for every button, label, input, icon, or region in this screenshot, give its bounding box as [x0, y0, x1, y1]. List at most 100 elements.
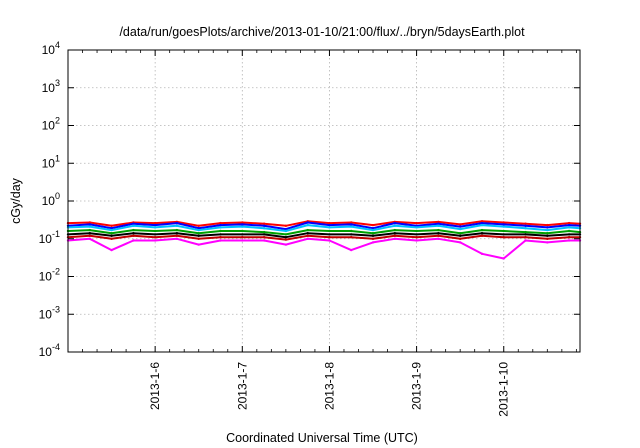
- data-point: [197, 227, 200, 230]
- data-point: [175, 224, 179, 227]
- data-point: [415, 221, 418, 225]
- data-point: [197, 228, 200, 232]
- data-point: [153, 221, 157, 225]
- x-tick-label: 2013-1-7: [235, 362, 249, 410]
- data-point: [524, 239, 527, 242]
- data-point: [437, 232, 440, 235]
- data-point: [480, 221, 484, 225]
- data-point: [437, 228, 440, 232]
- data-point: [241, 223, 244, 226]
- chart-title: /data/run/goesPlots/archive/2013-01-10/2…: [119, 25, 525, 39]
- data-point: [459, 223, 462, 226]
- data-point: [110, 224, 113, 227]
- data-point: [524, 227, 527, 230]
- data-point: [88, 234, 92, 237]
- data-point: [437, 222, 440, 225]
- data-point: [502, 236, 505, 239]
- data-point: [328, 239, 331, 242]
- data-point: [415, 239, 418, 242]
- data-point: [110, 227, 113, 230]
- data-point: [88, 221, 92, 224]
- x-axis: 2013-1-6 2013-1-7 2013-1-8 2013-1-9 2013-1-1…: [82, 50, 577, 417]
- data-point: [524, 222, 527, 225]
- data-point: [480, 223, 484, 227]
- data-point: [241, 225, 244, 228]
- data-point: [219, 233, 222, 236]
- y-tick-label: 100: [42, 191, 60, 208]
- x-tick-label: 2013-1-6: [148, 362, 162, 410]
- data-point: [153, 223, 157, 227]
- data-point: [546, 226, 549, 229]
- data-point: [350, 225, 353, 228]
- data-point: [437, 224, 440, 227]
- data-point: [219, 229, 222, 233]
- data-point: [524, 230, 527, 234]
- data-point: [567, 236, 571, 239]
- data-point: [393, 224, 396, 227]
- data-point: [219, 223, 222, 227]
- data-point: [175, 237, 179, 240]
- grid: [68, 50, 580, 352]
- data-point: [371, 234, 375, 237]
- data-point: [502, 257, 505, 260]
- data-point: [197, 243, 200, 246]
- data-point: [88, 237, 92, 240]
- y-tick-label: 10-3: [39, 304, 60, 321]
- data-point: [371, 237, 375, 240]
- data-point: [567, 239, 571, 242]
- data-point: [219, 239, 222, 242]
- data-point: [284, 229, 288, 233]
- data-point: [524, 224, 527, 227]
- data-point: [153, 239, 157, 242]
- data-point: [175, 232, 179, 235]
- data-point: [567, 223, 571, 227]
- data-point: [262, 224, 266, 227]
- data-point: [350, 236, 353, 239]
- x-tick-label: 2013-1-10: [497, 362, 511, 417]
- data-point: [524, 233, 527, 236]
- data-point: [502, 229, 505, 233]
- y-tick-label: 101: [42, 153, 60, 170]
- data-point: [567, 233, 571, 236]
- y-tick-label: 102: [42, 116, 60, 133]
- data-point: [197, 224, 200, 227]
- data-point: [328, 223, 331, 227]
- data-point: [241, 221, 244, 224]
- data-point: [284, 233, 288, 236]
- data-point: [153, 226, 157, 229]
- data-point: [110, 237, 113, 240]
- data-point: [415, 229, 418, 233]
- data-point: [480, 252, 484, 255]
- data-point: [328, 221, 331, 225]
- data-point: [502, 221, 505, 224]
- data-point: [132, 224, 135, 227]
- data-point: [415, 236, 418, 239]
- data-point: [306, 228, 309, 232]
- y-tick-label: 104: [42, 40, 60, 57]
- data-point: [175, 228, 179, 232]
- data-point: [88, 223, 92, 226]
- x-axis-label: Coordinated Universal Time (UTC): [226, 431, 418, 445]
- data-point: [350, 248, 353, 252]
- data-point: [132, 234, 135, 237]
- data-point: [132, 239, 135, 242]
- y-tick-label: 103: [42, 78, 60, 95]
- data-point: [284, 227, 288, 231]
- data-point: [262, 227, 266, 230]
- data-point: [415, 233, 418, 236]
- data-point: [175, 221, 179, 225]
- data-point: [153, 229, 157, 233]
- data-point: [415, 226, 418, 229]
- data-point: [306, 221, 309, 224]
- data-point: [371, 241, 375, 244]
- data-point: [153, 236, 157, 239]
- data-point: [328, 226, 331, 229]
- data-point: [546, 228, 549, 232]
- data-point: [371, 228, 375, 232]
- data-point: [110, 232, 113, 235]
- data-point: [153, 233, 157, 236]
- data-point: [88, 225, 92, 228]
- data-point: [371, 232, 375, 235]
- series-line-6: [67, 237, 580, 260]
- data-point: [546, 241, 549, 244]
